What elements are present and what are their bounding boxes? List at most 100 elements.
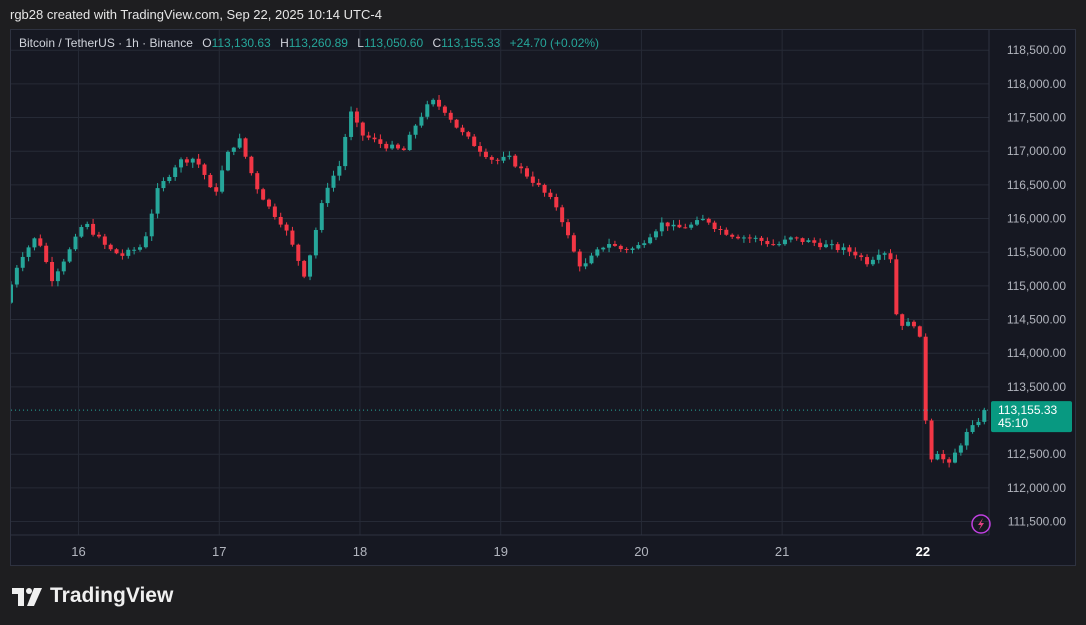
candle-body: [589, 255, 594, 264]
candle-body: [360, 122, 365, 136]
candle-body: [167, 176, 172, 182]
candle-body: [624, 249, 629, 251]
candle-body: [466, 132, 471, 137]
candle-body: [61, 261, 66, 272]
candle-body: [349, 111, 354, 137]
candle-body: [243, 138, 248, 157]
high-value: 113,260.89: [288, 36, 348, 50]
candle-body: [571, 235, 576, 252]
candle-body: [741, 237, 746, 239]
candle-body: [501, 156, 506, 161]
candle-body: [706, 218, 711, 223]
candle-body: [554, 196, 559, 208]
y-tick-label: 116,500.00: [1007, 178, 1066, 192]
candle-body: [982, 410, 987, 422]
candle-body: [695, 220, 700, 225]
price-chart[interactable]: 111,500.00112,000.00112,500.00113,000.00…: [11, 30, 1075, 565]
candle-body: [747, 237, 752, 239]
candle-body: [865, 257, 870, 265]
candle-body: [266, 199, 271, 207]
candle-body: [372, 137, 377, 140]
candle-body: [108, 244, 113, 250]
y-tick-label: 117,000.00: [1007, 144, 1066, 158]
candle-body: [507, 155, 512, 157]
chart-caption: rgb28 created with TradingView.com, Sep …: [10, 7, 382, 25]
candle-body: [536, 182, 541, 185]
candle-body: [906, 321, 911, 326]
symbol-name: Bitcoin / TetherUS · 1h · Binance: [19, 36, 193, 50]
candle-body: [11, 284, 13, 303]
candle-body: [143, 236, 148, 248]
candle-body: [173, 167, 178, 177]
candle-body: [20, 256, 25, 268]
candle-body: [407, 134, 412, 151]
candle-body: [249, 156, 254, 174]
candle-body: [202, 164, 207, 175]
candle-body: [759, 237, 764, 241]
candle-body: [401, 148, 406, 151]
y-tick-label: 118,500.00: [1007, 43, 1066, 57]
candle-body: [876, 254, 881, 260]
x-tick-label: 19: [493, 544, 507, 559]
y-tick-label: 115,000.00: [1007, 279, 1066, 293]
candle-body: [976, 421, 981, 426]
candle-body: [184, 159, 189, 163]
candle-body: [888, 253, 893, 260]
candle-body: [812, 240, 817, 243]
candle-body: [947, 459, 952, 463]
candle-body: [583, 263, 588, 267]
candle-body: [155, 188, 160, 214]
candle-body: [73, 236, 78, 250]
tradingview-logo-icon: [12, 588, 42, 606]
countdown-text: 45:10: [998, 416, 1028, 430]
candle-body: [870, 259, 875, 265]
candle-body: [917, 326, 922, 337]
candle-body: [677, 224, 682, 228]
chart-panel[interactable]: 111,500.00112,000.00112,500.00113,000.00…: [10, 29, 1076, 566]
candle-body: [530, 176, 535, 183]
candle-body: [724, 229, 729, 235]
candle-body: [894, 259, 899, 315]
candle-body: [607, 244, 612, 248]
candle-body: [923, 336, 928, 421]
low-value: 113,050.60: [363, 36, 424, 50]
candle-body: [718, 229, 723, 231]
caption-text: rgb28 created with TradingView.com, Sep …: [10, 7, 382, 22]
candle-body: [788, 237, 793, 240]
candle-body: [958, 445, 963, 453]
candle-body: [929, 420, 934, 460]
candle-body: [208, 174, 213, 188]
candle-body: [114, 249, 119, 254]
open-label: O: [202, 36, 212, 50]
candle-body: [96, 234, 101, 237]
candle-body: [829, 244, 834, 246]
candle-body: [794, 237, 799, 239]
candle-body: [284, 224, 289, 231]
candle-body: [911, 321, 916, 327]
candle-body: [683, 227, 688, 229]
candle-body: [308, 255, 313, 277]
candle-body: [818, 242, 823, 248]
candle-body: [560, 207, 565, 223]
candle-body: [132, 249, 137, 251]
candle-body: [642, 243, 647, 246]
candle-body: [102, 236, 107, 245]
candle-body: [231, 147, 236, 152]
candle-body: [67, 249, 72, 262]
candle-body: [900, 314, 905, 326]
lightning-icon: [971, 514, 991, 534]
candle-body: [765, 240, 770, 245]
candle-body: [331, 175, 336, 188]
x-tick-label: 22: [916, 544, 930, 559]
x-tick-label: 18: [353, 544, 367, 559]
candle-body: [777, 244, 782, 246]
candle-body: [519, 166, 524, 169]
brand-name: TradingView: [50, 584, 174, 607]
candle-body: [225, 151, 230, 171]
candle-body: [841, 247, 846, 251]
candle-body: [302, 260, 307, 277]
open-value: 113,130.63: [211, 36, 271, 50]
low-label: L: [357, 36, 364, 50]
x-tick-label: 17: [212, 544, 226, 559]
